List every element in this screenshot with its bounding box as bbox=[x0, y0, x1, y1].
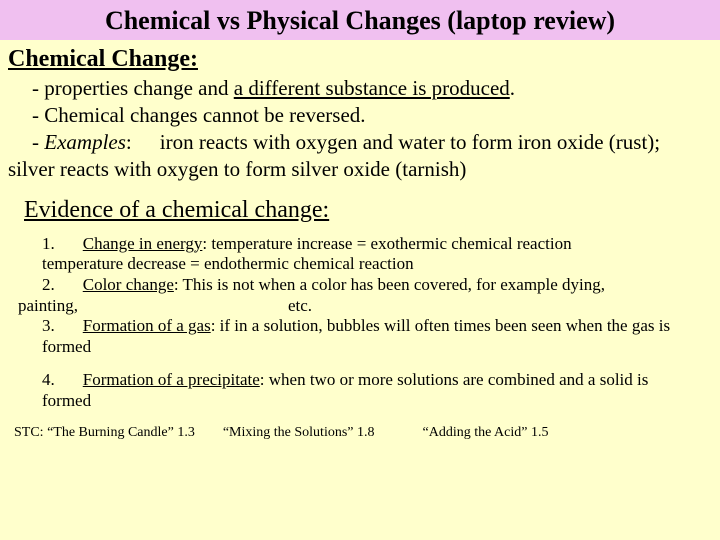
title-bar: Chemical vs Physical Changes (laptop rev… bbox=[0, 0, 720, 40]
ev3-label: Formation of a gas bbox=[83, 316, 211, 335]
bullet-3-text: iron reacts with oxygen and water to for… bbox=[160, 130, 660, 154]
bullet-list: - properties change and a different subs… bbox=[32, 75, 712, 183]
bullet-3-dash: - bbox=[32, 130, 44, 154]
ev1-num: 1. bbox=[42, 234, 55, 253]
slide-content: Chemical Change: - properties change and… bbox=[0, 40, 720, 441]
ev1-label: Change in energy bbox=[83, 234, 203, 253]
ev3-num: 3. bbox=[42, 316, 55, 335]
bullet-3-colon: : bbox=[126, 130, 132, 154]
page-title: Chemical vs Physical Changes (laptop rev… bbox=[105, 6, 615, 35]
ev2-cont-right: etc. bbox=[288, 296, 312, 315]
footer-ref-a: “The Burning Candle” 1.3 bbox=[47, 425, 195, 440]
bullet-3-cont: silver reacts with oxygen to form silver… bbox=[8, 156, 712, 183]
bullet-3-label: Examples bbox=[44, 130, 126, 154]
bullet-1-prefix: - properties change and bbox=[32, 76, 234, 100]
footer-prefix: STC: bbox=[14, 425, 47, 440]
bullet-1-suffix: . bbox=[510, 76, 515, 100]
evidence-4: 4. Formation of a precipitate: when two o… bbox=[42, 370, 702, 391]
ev2-num: 2. bbox=[42, 275, 55, 294]
evidence-list: 1. Change in energy: temperature increase… bbox=[18, 234, 702, 412]
bullet-3: - Examples: iron reacts with oxygen and w… bbox=[32, 129, 712, 156]
bullet-1-underlined: a different substance is produced bbox=[234, 76, 510, 100]
footer-ref-b: “Mixing the Solutions” 1.8 bbox=[223, 425, 375, 440]
evidence-1: 1. Change in energy: temperature increase… bbox=[42, 234, 702, 255]
bullet-2: - Chemical changes cannot be reversed. bbox=[32, 102, 712, 129]
evidence-3: 3. Formation of a gas: if in a solution, … bbox=[42, 316, 702, 337]
bullet-1: - properties change and a different subs… bbox=[32, 75, 712, 102]
evidence-3-cont: formed bbox=[42, 337, 702, 358]
evidence-2-cont: painting, etc. bbox=[18, 296, 702, 317]
section-heading-evidence: Evidence of a chemical change: bbox=[24, 197, 712, 224]
ev1-text: : temperature increase = exothermic chem… bbox=[202, 234, 571, 253]
evidence-2: 2. Color change: This is not when a color… bbox=[42, 275, 702, 296]
ev4-label: Formation of a precipitate bbox=[83, 370, 260, 389]
ev4-num: 4. bbox=[42, 370, 55, 389]
evidence-1-cont: temperature decrease = endothermic chemi… bbox=[42, 254, 702, 275]
ev3-text: : if in a solution, bubbles will often t… bbox=[211, 316, 670, 335]
ev4-text: : when two or more solutions are combine… bbox=[260, 370, 649, 389]
section-heading-chemical-change: Chemical Change: bbox=[8, 46, 712, 73]
evidence-4-cont: formed bbox=[42, 391, 702, 412]
ev2-cont-left: painting, bbox=[18, 296, 78, 315]
ev2-text: : This is not when a color has been cove… bbox=[174, 275, 605, 294]
ev2-label: Color change bbox=[83, 275, 174, 294]
footer-refs: STC: “The Burning Candle” 1.3 “Mixing the… bbox=[14, 425, 712, 441]
footer-ref-c: “Adding the Acid” 1.5 bbox=[423, 425, 549, 440]
